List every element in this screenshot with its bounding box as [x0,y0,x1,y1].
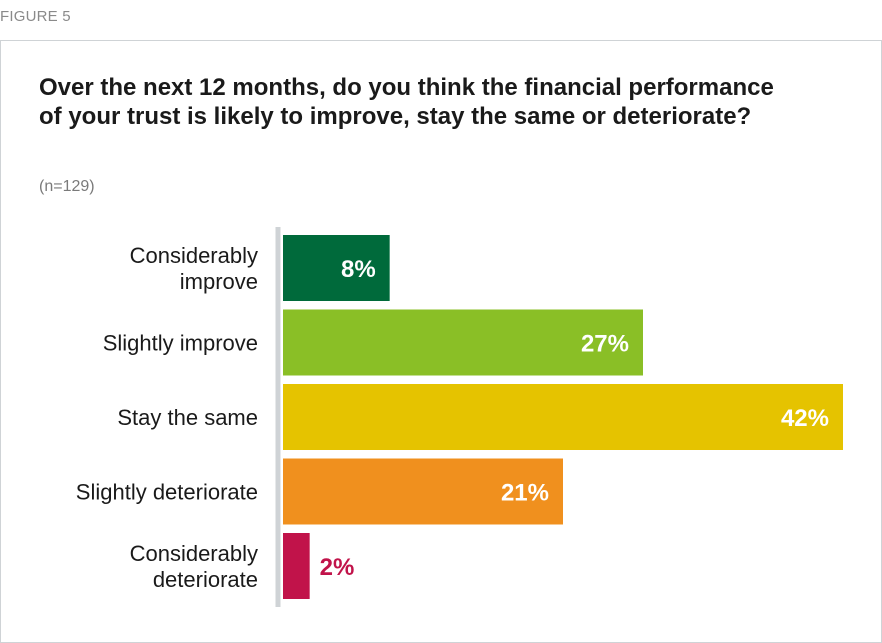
chart-title: Over the next 12 months, do you think th… [39,74,774,130]
bar-4 [283,533,310,599]
figure-label: FIGURE 5 [0,8,71,25]
value-label-0: 8% [341,256,376,283]
bar-0 [283,235,390,301]
value-label-4: 2% [320,554,355,581]
sample-size-note: (n=129) [39,178,95,195]
category-label-3: Slightly deteriorate [76,480,258,505]
category-label-4: Considerably deteriorate [130,541,258,592]
bar-1 [283,309,643,376]
category-label-2: Stay the same [117,405,258,430]
value-label-1: 27% [581,331,629,358]
category-label-1: Slightly improve [103,331,258,356]
value-label-2: 42% [781,405,829,432]
bars-group: 8% Considerably improve 27% Slightly improve… [76,235,843,599]
category-label-0: Considerably improve [130,243,258,294]
bar-2 [283,384,843,450]
value-label-3: 21% [501,480,549,507]
bar-3 [283,458,563,525]
